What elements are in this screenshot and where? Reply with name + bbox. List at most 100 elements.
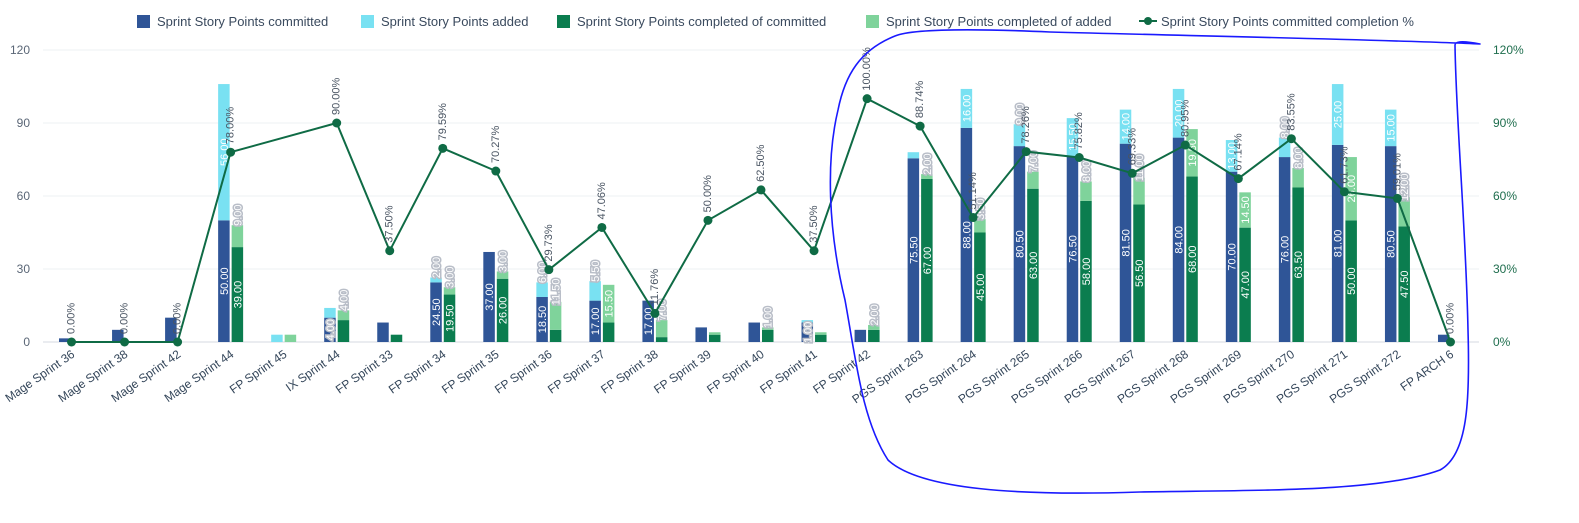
completion-point[interactable] xyxy=(1021,147,1031,157)
completion-point[interactable] xyxy=(703,215,713,225)
bar-bar-stack-b-top[interactable] xyxy=(602,284,615,323)
legend-item-1[interactable]: Sprint Story Points added xyxy=(361,14,528,29)
bar-bar-stack-a-base[interactable] xyxy=(1437,334,1450,342)
completion-point[interactable] xyxy=(1392,193,1402,203)
legend-item-4[interactable]: Sprint Story Points committed completion… xyxy=(1139,14,1414,29)
completion-point[interactable] xyxy=(809,246,819,256)
completion-point[interactable] xyxy=(915,121,925,131)
bar-bar-stack-a-base[interactable] xyxy=(218,220,230,342)
bar-bar-stack-a-top[interactable] xyxy=(801,320,814,323)
bar-bar-stack-b-base[interactable] xyxy=(1398,226,1410,342)
bar-bar-stack-a-top[interactable] xyxy=(218,84,230,221)
bar-bar-stack-b-base[interactable] xyxy=(337,320,350,342)
bar-bar-stack-a-base[interactable] xyxy=(165,317,177,342)
completion-point[interactable] xyxy=(597,222,607,232)
bar-bar-stack-a-base[interactable] xyxy=(1119,143,1132,342)
completion-point[interactable] xyxy=(1445,337,1455,347)
bar-bar-stack-a-top[interactable] xyxy=(1384,109,1397,147)
bar-bar-stack-a-top[interactable] xyxy=(1172,88,1185,138)
bar-bar-stack-b-top[interactable] xyxy=(1239,192,1251,228)
bar-bar-stack-a-top[interactable] xyxy=(907,152,920,159)
bar-bar-stack-b-top[interactable] xyxy=(1027,171,1039,189)
bar-bar-stack-a-base[interactable] xyxy=(377,322,389,342)
bar-bar-stack-b-top[interactable] xyxy=(1345,157,1357,221)
bar-bar-stack-b-base[interactable] xyxy=(868,329,880,342)
bar-bar-stack-a-base[interactable] xyxy=(536,296,548,342)
completion-point[interactable] xyxy=(385,246,395,256)
bar-bar-stack-b-top[interactable] xyxy=(762,327,774,330)
bar-bar-stack-b-top[interactable] xyxy=(443,287,456,295)
bar-bar-stack-b-base[interactable] xyxy=(1027,188,1039,342)
bar-bar-stack-b-base[interactable] xyxy=(1186,176,1198,342)
bar-bar-stack-a-base[interactable] xyxy=(748,322,761,342)
bar-bar-stack-b-top[interactable] xyxy=(1186,129,1198,177)
bar-bar-stack-a-top[interactable] xyxy=(1013,124,1026,147)
bar-bar-stack-a-base[interactable] xyxy=(642,300,654,342)
bar-bar-stack-b-base[interactable] xyxy=(390,334,403,342)
bar-bar-stack-b-base[interactable] xyxy=(549,329,562,342)
completion-point[interactable] xyxy=(332,118,342,128)
bar-bar-stack-b-base[interactable] xyxy=(231,247,244,342)
bar-bar-stack-a-base[interactable] xyxy=(59,338,71,342)
bar-bar-stack-b-base[interactable] xyxy=(1345,220,1357,342)
bar-bar-stack-b-top[interactable] xyxy=(549,301,562,330)
bar-bar-stack-a-base[interactable] xyxy=(112,329,124,342)
bar-bar-stack-a-base[interactable] xyxy=(1225,171,1238,342)
bar-bar-stack-b-top[interactable] xyxy=(1398,197,1410,227)
bar-bar-stack-a-base[interactable] xyxy=(960,127,973,342)
bar-bar-stack-a-base[interactable] xyxy=(1066,155,1079,342)
bar-bar-stack-b-top[interactable] xyxy=(337,310,350,321)
bar-bar-stack-a-top[interactable] xyxy=(324,307,336,318)
completion-point[interactable] xyxy=(173,337,183,347)
bar-bar-stack-a-base[interactable] xyxy=(430,282,442,342)
bar-bar-stack-b-base[interactable] xyxy=(1080,200,1092,342)
bar-bar-stack-a-base[interactable] xyxy=(324,317,336,342)
completion-point[interactable] xyxy=(1127,168,1137,178)
bar-bar-stack-a-base[interactable] xyxy=(1278,157,1291,342)
bar-bar-stack-a-base[interactable] xyxy=(801,322,814,342)
bar-bar-stack-a-top[interactable] xyxy=(1119,109,1132,144)
bar-bar-stack-b-base[interactable] xyxy=(443,294,456,342)
bar-bar-stack-b-base[interactable] xyxy=(708,334,721,342)
legend-item-0[interactable]: Sprint Story Points committed xyxy=(137,14,328,29)
bar-bar-stack-b-top[interactable] xyxy=(708,332,721,335)
bar-bar-stack-a-base[interactable] xyxy=(1331,144,1344,342)
completion-point[interactable] xyxy=(544,265,554,275)
bar-bar-stack-b-base[interactable] xyxy=(496,278,509,342)
completion-point[interactable] xyxy=(968,213,978,223)
completion-point[interactable] xyxy=(1074,153,1084,163)
completion-point[interactable] xyxy=(650,308,660,318)
bar-bar-stack-b-base[interactable] xyxy=(921,178,933,342)
completion-point[interactable] xyxy=(491,166,501,176)
bar-bar-stack-a-top[interactable] xyxy=(1225,140,1238,172)
bar-bar-stack-a-top[interactable] xyxy=(271,334,283,342)
bar-bar-stack-a-base[interactable] xyxy=(483,251,495,342)
bar-bar-stack-b-base[interactable] xyxy=(815,334,827,342)
bar-bar-stack-b-top[interactable] xyxy=(1133,177,1145,205)
bar-bar-stack-a-top[interactable] xyxy=(1331,84,1344,145)
completion-point[interactable] xyxy=(756,185,766,195)
completion-point[interactable] xyxy=(120,337,130,347)
bar-bar-stack-a-top[interactable] xyxy=(1066,118,1079,156)
bar-bar-stack-b-base[interactable] xyxy=(655,337,668,342)
bar-bar-stack-a-base[interactable] xyxy=(1384,146,1397,342)
completion-point[interactable] xyxy=(438,143,448,153)
bar-bar-stack-a-base[interactable] xyxy=(907,158,920,342)
bar-bar-stack-b-base[interactable] xyxy=(1133,204,1145,342)
bar-bar-stack-a-base[interactable] xyxy=(589,300,601,342)
bar-bar-stack-a-base[interactable] xyxy=(1172,137,1185,342)
bar-bar-stack-b-top[interactable] xyxy=(1080,181,1092,201)
bar-bar-stack-a-top[interactable] xyxy=(1278,137,1291,158)
bar-bar-stack-b-base[interactable] xyxy=(602,322,615,342)
bar-bar-stack-b-top[interactable] xyxy=(921,174,933,179)
bar-bar-stack-b-base[interactable] xyxy=(1292,187,1304,342)
bar-bar-stack-b-top[interactable] xyxy=(231,225,244,248)
bar-bar-stack-a-base[interactable] xyxy=(854,329,867,342)
bar-bar-stack-b-top[interactable] xyxy=(974,219,986,233)
bar-bar-stack-b-top[interactable] xyxy=(1292,168,1304,188)
bar-bar-stack-a-top[interactable] xyxy=(960,88,973,128)
completion-point[interactable] xyxy=(862,94,872,104)
bar-bar-stack-a-top[interactable] xyxy=(430,277,442,283)
completion-point[interactable] xyxy=(1233,174,1243,184)
bar-bar-stack-a-top[interactable] xyxy=(536,282,548,297)
